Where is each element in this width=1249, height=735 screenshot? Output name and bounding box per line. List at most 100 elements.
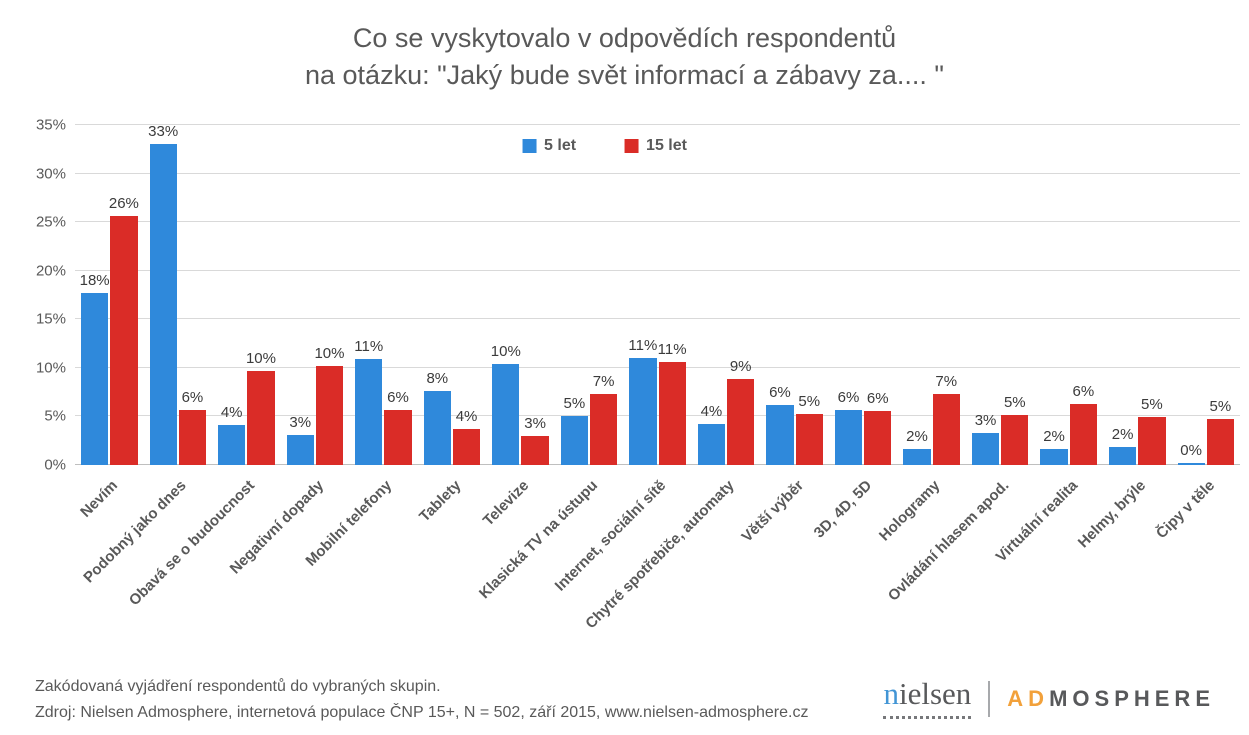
chart-legend: 5 let 15 let (522, 137, 687, 155)
gridline (75, 269, 1240, 271)
bar-15-let: 5% (1001, 394, 1029, 465)
y-tick-label: 25% (35, 213, 66, 231)
bar-value-label: 0% (1180, 442, 1202, 460)
brand-logos: nielsen ADMOSPHERE (883, 678, 1215, 719)
bar-value-label: 4% (700, 403, 723, 421)
bar-value-label: 11% (354, 338, 384, 356)
bar-value-label: 18% (79, 272, 110, 290)
x-axis-label: Čipy v těle (1152, 477, 1218, 543)
gridline (75, 221, 1240, 223)
bar-5-let: 3% (286, 414, 314, 465)
bar-15-let: 6% (864, 390, 892, 465)
bar-value-label: 11% (657, 341, 687, 359)
bar-15-let: 3% (521, 415, 549, 465)
x-axis-label: Nevím (77, 477, 122, 521)
bar-value-label: 33% (148, 123, 179, 141)
bar-5-let: 10% (491, 343, 521, 465)
bar-value-label: 8% (426, 370, 449, 388)
logo-separator (988, 680, 991, 717)
bar-15-let: 6% (384, 389, 412, 465)
nielsen-logo-accent: n (883, 676, 899, 711)
bar-5-let: 18% (80, 272, 110, 465)
bar-value-label: 7% (935, 373, 958, 391)
bar-group: 5% 7% (555, 125, 624, 465)
legend-item-15let: 15 let (624, 137, 687, 155)
bar-value-label: 2% (906, 427, 928, 445)
y-tick-label: 5% (44, 407, 66, 425)
bar-15-let: 7% (932, 373, 960, 465)
plot-area: 0% 5% 10% 15% 20% 25% 30% 35% 18% 26% 33% 6% 4% 10% 3%… (36, 117, 1241, 474)
bar-value-label: 5% (1209, 398, 1232, 416)
bar-group: 2% 6% (1034, 125, 1103, 465)
bar-group: 3% 10% (281, 125, 350, 465)
bar-group: 3% 5% (966, 125, 1035, 465)
gridline (75, 415, 1240, 417)
bar-value-label: 3% (524, 414, 546, 432)
bar-5-let: 2% (1108, 426, 1137, 465)
bar-15-let: 26% (109, 195, 139, 465)
bar-value-label: 5% (1003, 393, 1026, 411)
admosphere-logo-accent: AD (1007, 685, 1050, 711)
bar-15-let: 6% (178, 389, 207, 465)
gridline (75, 124, 1240, 125)
bar-5-let: 4% (697, 403, 726, 465)
bar-5-let: 2% (1040, 428, 1068, 465)
bar-15-let: 5% (795, 393, 823, 465)
bar-15-let: 11% (658, 341, 687, 465)
bar-value-label: 5% (798, 392, 821, 410)
bar-5-let: 8% (423, 370, 451, 465)
legend-swatch-5let-icon (522, 139, 537, 153)
bar-5-let: 3% (971, 412, 1000, 465)
legend-label-5let: 5 let (544, 137, 577, 154)
bar-value-label: 5% (1141, 396, 1163, 414)
bar-value-label: 26% (108, 195, 139, 213)
bar-value-label: 11% (628, 337, 658, 355)
y-tick-label: 15% (35, 310, 66, 328)
y-tick-label: 35% (35, 116, 66, 134)
bar-value-label: 6% (387, 388, 409, 406)
admosphere-logo-rest: MOSPHERE (1049, 685, 1215, 711)
x-axis-label: Hologramy (876, 477, 944, 545)
bar-group: 18% 26% (75, 125, 144, 465)
footer-note: Zakódovaná vyjádření respondentů do vybr… (35, 678, 441, 695)
x-axis-label: Helmy, brýle (1074, 477, 1150, 552)
bar-value-label: 2% (1111, 425, 1134, 443)
gridline (75, 318, 1240, 320)
bar-group: 11% 6% (349, 125, 418, 465)
bar-value-label: 4% (220, 404, 243, 422)
bar-15-let: 4% (452, 408, 481, 465)
bar-5-let: 4% (218, 404, 246, 465)
bar-group: 2% 5% (1103, 125, 1172, 465)
bar-value-label: 6% (769, 383, 791, 401)
bar-5-let: 2% (903, 428, 931, 465)
bar-15-let: 10% (246, 350, 276, 465)
bar-group: 6% 5% (760, 125, 829, 465)
legend-label-15let: 15 let (646, 137, 687, 154)
bar-value-label: 2% (1043, 427, 1065, 445)
bar-value-label: 3% (974, 411, 997, 429)
nielsen-logo: nielsen (883, 676, 972, 719)
bar-5-let: 33% (148, 123, 178, 465)
chart-title: Co se vyskytovalo v odpovědích responden… (0, 20, 1249, 94)
nielsen-logo-rest: ielsen (898, 676, 972, 711)
gridline (75, 366, 1240, 368)
bar-value-label: 6% (181, 388, 204, 406)
bar-group: 10% 3% (486, 125, 555, 465)
legend-swatch-15let-icon (624, 139, 639, 153)
x-axis-label: Tablety (415, 477, 464, 526)
bar-value-label: 10% (245, 349, 276, 367)
bar-5-let: 5% (560, 395, 588, 465)
bar-15-let: 9% (727, 358, 755, 465)
bar-group: 8% 4% (418, 125, 487, 465)
x-axis-label: Televize (479, 477, 533, 530)
bar-15-let: 5% (1138, 396, 1166, 465)
bar-value-label: 4% (455, 408, 478, 426)
bar-value-label: 5% (563, 395, 586, 413)
bar-15-let: 7% (589, 373, 618, 465)
legend-item-5let: 5 let (522, 137, 576, 155)
bar-group: 4% 9% (692, 125, 761, 465)
bar-group: 0% 5% (1172, 125, 1241, 465)
x-axis-label: 3D, 4D, 5D (810, 477, 876, 542)
y-tick-label: 0% (44, 456, 66, 474)
